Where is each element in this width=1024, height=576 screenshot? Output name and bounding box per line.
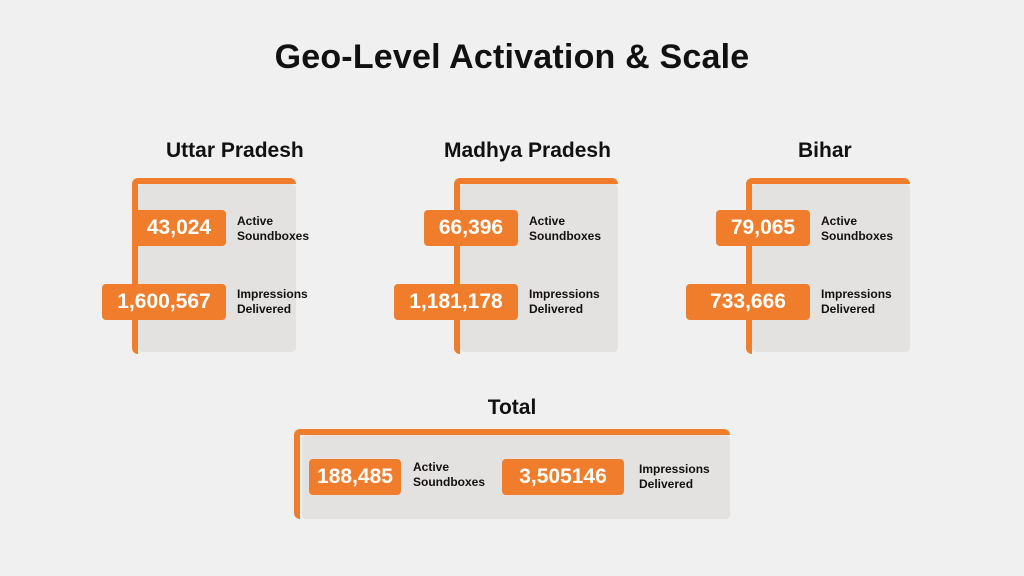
page-title: Geo-Level Activation & Scale (274, 38, 750, 76)
active-soundboxes-label: Active Soundboxes (529, 214, 602, 243)
region-bihar: Bihar 79,065 Active Soundboxes 733,666 Im… (654, 135, 910, 365)
active-soundboxes-value: 66,396 (424, 210, 518, 246)
impressions-delivered-value: 733,666 (686, 284, 810, 320)
total-title: Total (487, 396, 537, 419)
impressions-delivered-value: 1,181,178 (394, 284, 518, 320)
active-soundboxes-value: 79,065 (716, 210, 810, 246)
region-uttar-pradesh: Uttar Pradesh 43,024 Active Soundboxes 1,… (70, 135, 310, 365)
active-soundboxes-value: 43,024 (132, 210, 226, 246)
card-frame (454, 178, 618, 354)
impressions-delivered-label: Impressions Delivered (529, 287, 600, 316)
total-impressions-delivered-value: 3,505146 (502, 459, 624, 495)
total-active-soundboxes-value: 188,485 (309, 459, 401, 495)
active-soundboxes-label: Active Soundboxes (821, 214, 894, 243)
total-active-soundboxes-label: Active Soundboxes (413, 460, 486, 489)
region-name: Bihar (798, 139, 852, 162)
region-madhya-pradesh: Madhya Pradesh 66,396 Active Soundboxes 1… (362, 135, 618, 365)
region-name: Madhya Pradesh (444, 139, 611, 162)
card-frame (746, 178, 910, 354)
card-frame (132, 178, 296, 354)
total-impressions-delivered-label: Impressions Delivered (639, 462, 710, 491)
impressions-delivered-value: 1,600,567 (102, 284, 226, 320)
active-soundboxes-label: Active Soundboxes (237, 214, 310, 243)
impressions-delivered-label: Impressions Delivered (237, 287, 308, 316)
region-name: Uttar Pradesh (166, 139, 304, 162)
impressions-delivered-label: Impressions Delivered (821, 287, 892, 316)
total-card-frame (294, 429, 730, 519)
